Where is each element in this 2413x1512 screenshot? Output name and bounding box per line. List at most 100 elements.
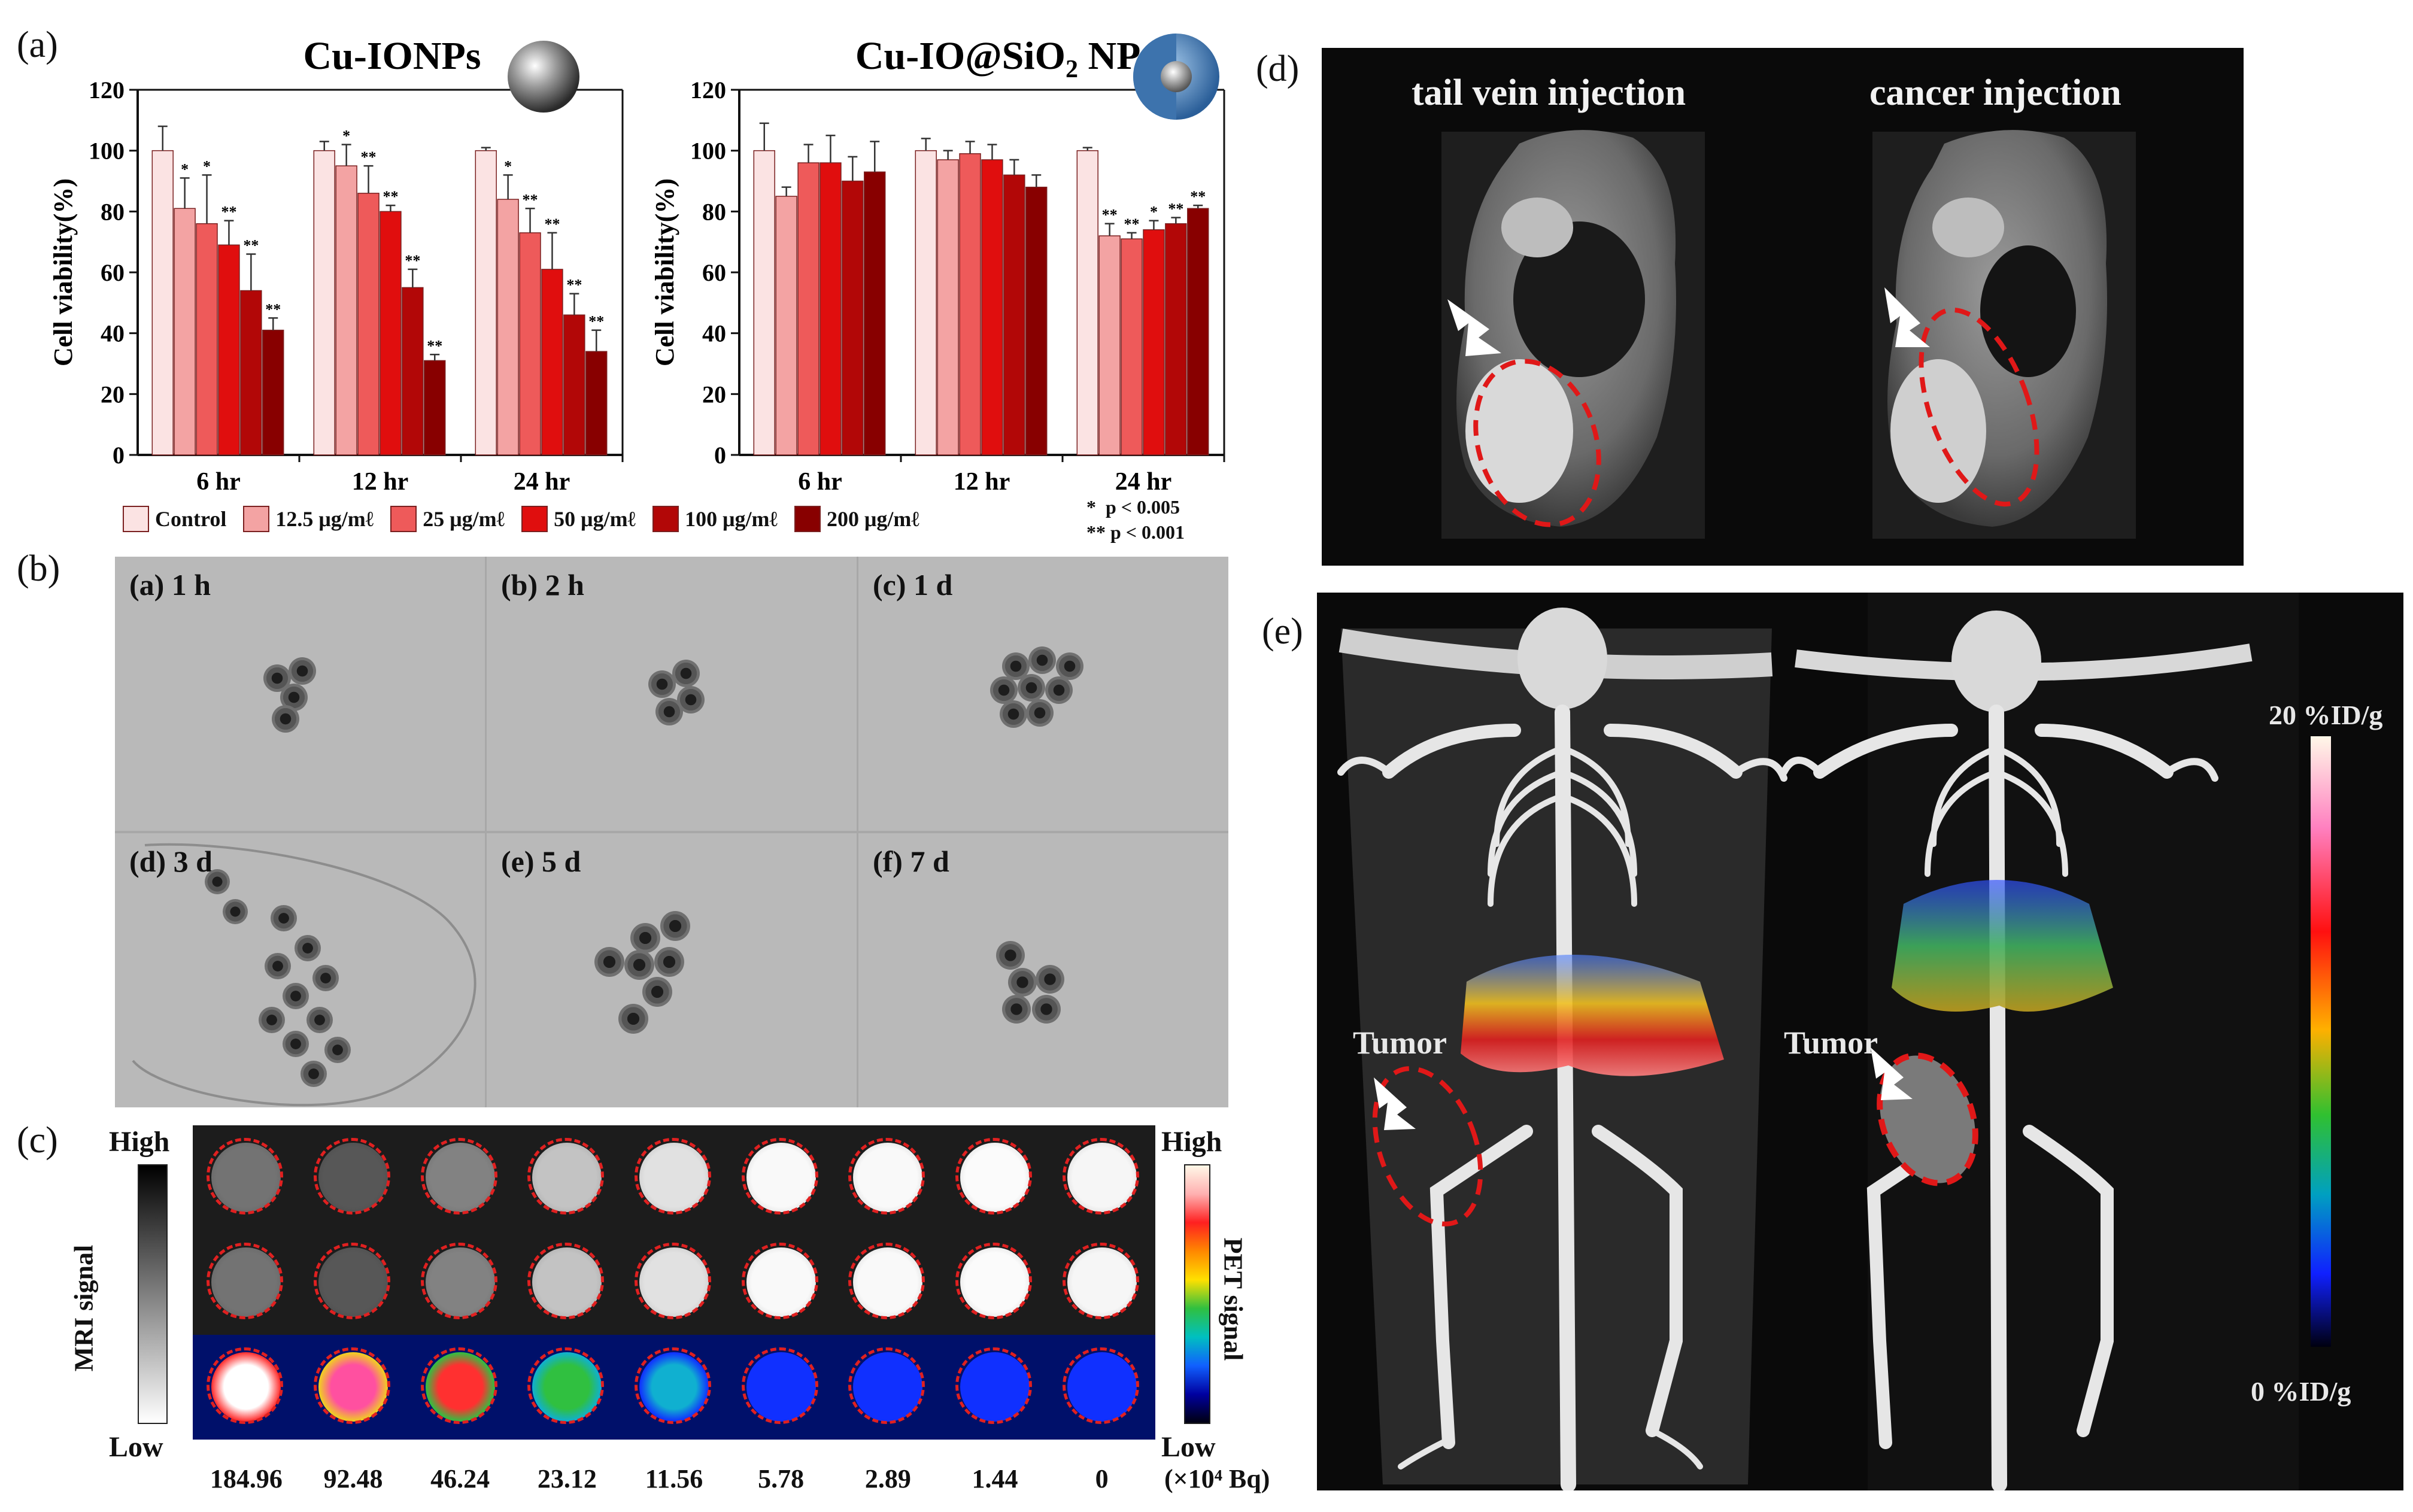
- significance-mark: **: [361, 148, 377, 166]
- sig-note-2: ** p < 0.001: [1086, 521, 1185, 543]
- legend-label: Control: [155, 507, 227, 531]
- tem-label: (c) 1 d: [873, 568, 953, 602]
- legend-swatch: [390, 506, 417, 532]
- panel-label-d: (d): [1256, 48, 1300, 89]
- tumor-label-left: Tumor: [1353, 1025, 1447, 1061]
- bar: [842, 180, 864, 456]
- bar: [981, 159, 1003, 456]
- scale-bottom-label: 0 %ID/g: [2251, 1376, 2351, 1407]
- legend-item: 50 μg/mℓ: [521, 506, 636, 532]
- tem-label: (b) 2 h: [501, 568, 584, 602]
- significance-mark: **: [544, 215, 560, 233]
- bar: [1165, 223, 1187, 456]
- bar: [1187, 208, 1209, 456]
- phantom-roi-circle: [955, 1347, 1032, 1424]
- bar: [218, 244, 240, 456]
- bar: [563, 314, 585, 456]
- bar: [915, 150, 937, 456]
- sig-note-1: * p < 0.005: [1086, 496, 1180, 518]
- pet-axis-label: PET signal: [1218, 1237, 1248, 1361]
- mri-phantom-row: [193, 1230, 1155, 1335]
- x-tick-label: 12 hr: [352, 468, 409, 496]
- phantom-roi-circle: [314, 1138, 390, 1215]
- liver-uptake-left: [1461, 955, 1724, 1076]
- phantom-roi-circle: [955, 1243, 1032, 1319]
- bar: [1003, 174, 1025, 456]
- significance-mark: **: [566, 277, 582, 294]
- x-tick-label: 24 hr: [514, 468, 570, 496]
- significance-mark: **: [523, 191, 538, 208]
- phantom-roi-circle: [420, 1138, 497, 1215]
- bar: [424, 360, 446, 456]
- significance-mark: **: [1102, 207, 1118, 224]
- significance-mark: **: [383, 188, 398, 205]
- tem-label: (f) 7 d: [873, 845, 949, 878]
- y-tick-label: 20: [101, 381, 125, 408]
- bar: [1143, 229, 1165, 456]
- tem-image-1d: (c) 1 d: [858, 557, 1228, 831]
- significance-mark: *: [181, 160, 189, 178]
- panel-label-c: (c): [17, 1120, 58, 1161]
- activity-value: 11.56: [645, 1464, 703, 1493]
- y-tick-label: 100: [89, 138, 125, 165]
- activity-unit: (×10⁴ Bq): [1164, 1464, 1270, 1493]
- legend-label: 12.5 μg/mℓ: [275, 507, 374, 531]
- significance-mark: **: [1124, 215, 1140, 233]
- pet-ct-panel: Tumor Tumor 20 %ID/g 0 %ID/g: [1317, 593, 2403, 1490]
- legend-swatch: [794, 506, 821, 532]
- y-tick-label: 20: [702, 381, 726, 408]
- phantom-roi-circle: [635, 1243, 711, 1319]
- significance-mark: *: [504, 157, 512, 175]
- activity-value: 5.78: [758, 1464, 805, 1493]
- phantom-roi-circle: [207, 1243, 284, 1319]
- bar: [937, 159, 959, 456]
- tem-image-3d: (d) 3 d: [115, 833, 485, 1107]
- phantom-roi-circle: [741, 1138, 818, 1215]
- scale-top-label: 20 %ID/g: [2269, 700, 2382, 730]
- cell-viability-charts: Cu-IONPs 0 20 40 60 80 100 120 Cell viability(%)…: [48, 34, 1225, 496]
- bar: [1121, 238, 1143, 456]
- bar: [519, 232, 541, 456]
- activity-value: 92.48: [323, 1464, 383, 1493]
- phantom-roi-circle: [1062, 1347, 1139, 1424]
- panel-label-e: (e): [1262, 611, 1303, 652]
- bar: [497, 199, 519, 456]
- y-tick-label: 60: [101, 259, 125, 286]
- bar: [335, 165, 357, 456]
- bar: [262, 329, 284, 456]
- bar: [402, 287, 424, 456]
- tem-image-2h: (b) 2 h: [487, 557, 857, 831]
- tem-label: (d) 3 d: [129, 845, 213, 878]
- significance-mark: **: [588, 313, 604, 330]
- activity-value: 184.96: [210, 1464, 283, 1493]
- y-axis-label: Cell viability(%): [48, 178, 78, 366]
- chart-cu-io-sio2: Cu-IO@SiO2 NPs 0 20 40 60 80 100 120 Cell viabil…: [650, 34, 1225, 496]
- bar: [864, 171, 886, 456]
- activity-value: 23.12: [537, 1464, 597, 1493]
- bar: [541, 269, 563, 456]
- significance-mark: **: [221, 204, 236, 221]
- significance-mark: **: [265, 300, 281, 318]
- mri-mouse-left: [1441, 130, 1705, 539]
- legend-item: 100 μg/mℓ: [652, 506, 778, 532]
- phantom-image: [193, 1125, 1155, 1440]
- legend-swatch: [521, 506, 548, 532]
- bare-nanoparticle-icon: [508, 41, 579, 113]
- mri-color-scale: [138, 1164, 168, 1424]
- phantom-roi-circle: [955, 1138, 1032, 1215]
- tem-label: (e) 5 d: [501, 845, 581, 878]
- activity-value: 2.89: [864, 1464, 911, 1493]
- significance-mark: **: [243, 237, 259, 254]
- phantom-roi-circle: [848, 1243, 925, 1319]
- phantom-roi-circle: [741, 1347, 818, 1424]
- phantom-roi-circle: [314, 1347, 390, 1424]
- phantom-roi-circle: [527, 1347, 605, 1424]
- bar: [959, 153, 981, 456]
- significance-mark: *: [203, 157, 211, 175]
- bar: [475, 150, 497, 456]
- legend-item: 12.5 μg/mℓ: [243, 506, 374, 532]
- y-axis-label: Cell viability(%): [650, 178, 679, 366]
- phantom-roi-circle: [207, 1347, 284, 1424]
- x-tick-label: 6 hr: [798, 468, 842, 496]
- legend-item: 25 μg/mℓ: [390, 506, 505, 532]
